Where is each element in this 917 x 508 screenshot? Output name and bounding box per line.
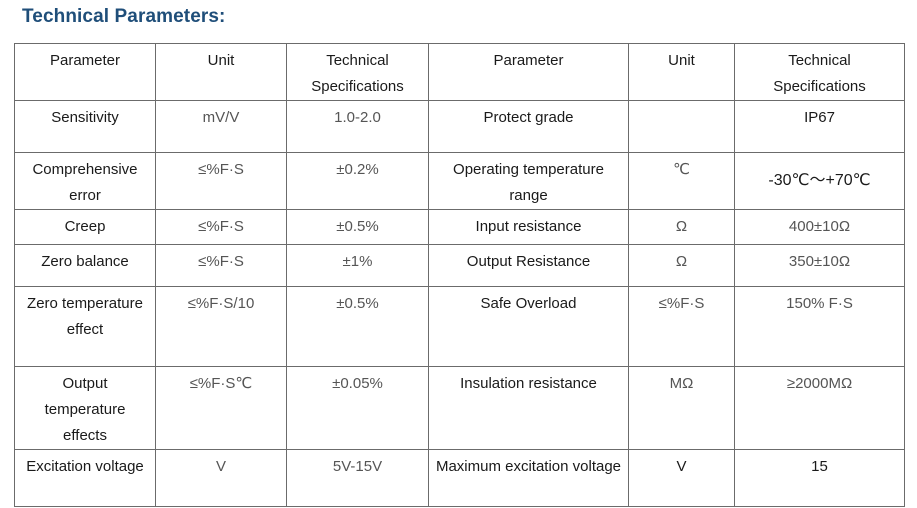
spec-cell: 1.0-2.0 <box>286 100 429 153</box>
unit-cell: V <box>155 449 287 507</box>
unit-cell: ≤%F·S <box>628 286 735 367</box>
unit-cell: Ω <box>628 209 735 245</box>
spec-cell: ±1% <box>286 244 429 287</box>
header-parameter: Parameter <box>14 43 156 101</box>
spec-cell: ±0.2% <box>286 152 429 210</box>
header-unit: Unit <box>628 43 735 101</box>
header-technical-specifications: Technical Specifications <box>734 43 905 101</box>
spec-cell: 15 <box>734 449 905 507</box>
page-title: Technical Parameters: <box>22 6 226 27</box>
spec-cell: 5V-15V <box>286 449 429 507</box>
unit-cell: ≤%F·S℃ <box>155 366 287 450</box>
parameter-cell: Creep <box>14 209 156 245</box>
parameter-cell: Output temperature effects <box>14 366 156 450</box>
header-parameter: Parameter <box>428 43 629 101</box>
parameter-cell: Comprehensive error <box>14 152 156 210</box>
spec-cell: -30℃～+70℃ <box>734 152 905 210</box>
parameter-cell: Sensitivity <box>14 100 156 153</box>
parameter-cell: Operating temperature range <box>428 152 629 210</box>
spec-cell: 350±10Ω <box>734 244 905 287</box>
spec-cell: ±0.5% <box>286 209 429 245</box>
parameter-cell: Output Resistance <box>428 244 629 287</box>
table-row: Zero balance ≤%F·S ±1% Output Resistance… <box>14 244 905 287</box>
spec-cell: 150% F·S <box>734 286 905 367</box>
unit-cell: ℃ <box>628 152 735 210</box>
unit-cell <box>628 100 735 153</box>
header-unit: Unit <box>155 43 287 101</box>
parameter-cell: Zero temperature effect <box>14 286 156 367</box>
unit-cell: ≤%F·S <box>155 244 287 287</box>
unit-cell: ≤%F·S <box>155 152 287 210</box>
table-row: Excitation voltage V 5V-15V Maximum exci… <box>14 449 905 507</box>
unit-cell: ≤%F·S/10 <box>155 286 287 367</box>
spec-cell: ≥2000MΩ <box>734 366 905 450</box>
unit-cell: ≤%F·S <box>155 209 287 245</box>
parameter-cell: Safe Overload <box>428 286 629 367</box>
spec-cell: ±0.5% <box>286 286 429 367</box>
table-row: Comprehensive error ≤%F·S ±0.2% Operatin… <box>14 152 905 210</box>
parameter-cell: Zero balance <box>14 244 156 287</box>
table-row: Sensitivity mV/V 1.0-2.0 Protect grade I… <box>14 100 905 153</box>
spec-cell: 400±10Ω <box>734 209 905 245</box>
unit-cell: MΩ <box>628 366 735 450</box>
parameter-cell: Maximum excitation voltage <box>428 449 629 507</box>
unit-cell: mV/V <box>155 100 287 153</box>
technical-parameters-table: Parameter Unit Technical Specifications … <box>14 43 905 507</box>
unit-cell: V <box>628 449 735 507</box>
table-header-row: Parameter Unit Technical Specifications … <box>14 43 905 101</box>
spec-cell: IP67 <box>734 100 905 153</box>
table-row: Output temperature effects ≤%F·S℃ ±0.05%… <box>14 366 905 450</box>
header-technical-specifications: Technical Specifications <box>286 43 429 101</box>
parameter-cell: Excitation voltage <box>14 449 156 507</box>
table-row: Creep ≤%F·S ±0.5% Input resistance Ω 400… <box>14 209 905 245</box>
spec-cell: ±0.05% <box>286 366 429 450</box>
parameter-cell: Protect grade <box>428 100 629 153</box>
parameter-cell: Insulation resistance <box>428 366 629 450</box>
unit-cell: Ω <box>628 244 735 287</box>
parameter-cell: Input resistance <box>428 209 629 245</box>
table-row: Zero temperature effect ≤%F·S/10 ±0.5% S… <box>14 286 905 367</box>
